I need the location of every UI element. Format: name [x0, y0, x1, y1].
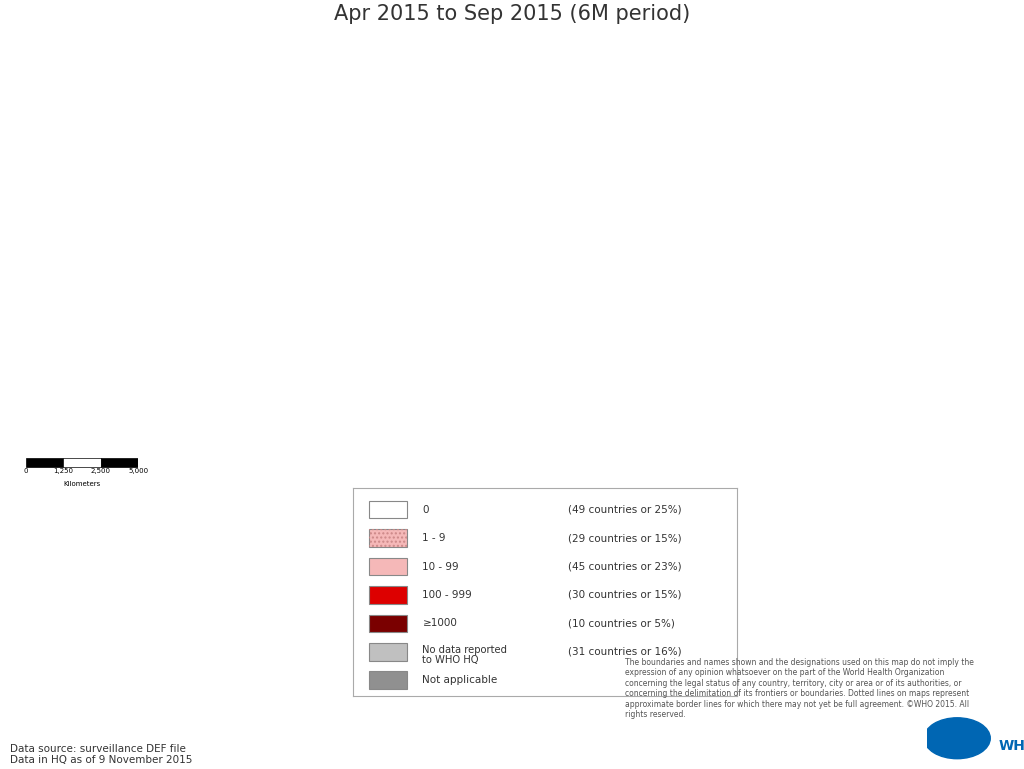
Text: to WHO HQ: to WHO HQ	[422, 655, 479, 665]
Text: 5,000: 5,000	[128, 468, 148, 474]
Text: (30 countries or 15%): (30 countries or 15%)	[568, 590, 682, 600]
Text: The boundaries and names shown and the designations used on this map do not impl: The boundaries and names shown and the d…	[625, 658, 974, 719]
Text: WHO: WHO	[998, 739, 1024, 754]
Bar	[369, 529, 407, 547]
Circle shape	[924, 717, 990, 759]
Text: (10 countries or 5%): (10 countries or 5%)	[568, 618, 675, 628]
Text: Kilometers: Kilometers	[63, 481, 100, 487]
Text: (29 countries or 15%): (29 countries or 15%)	[568, 533, 682, 543]
Text: Data source: surveillance DEF file
Data in HQ as of 9 November 2015: Data source: surveillance DEF file Data …	[10, 744, 193, 765]
Title: Number of Reported Measles Cases with onset date from
Apr 2015 to Sep 2015 (6M p: Number of Reported Measles Cases with on…	[214, 0, 810, 24]
Bar	[369, 529, 407, 547]
Text: (31 countries or 16%): (31 countries or 16%)	[568, 647, 682, 657]
Bar	[369, 586, 407, 604]
Bar	[369, 614, 407, 632]
Text: 1 - 9: 1 - 9	[422, 533, 445, 543]
Text: 100 - 999: 100 - 999	[422, 590, 472, 600]
Text: 10 - 99: 10 - 99	[422, 561, 459, 571]
Text: (45 countries or 23%): (45 countries or 23%)	[568, 561, 682, 571]
Bar	[100, 458, 138, 467]
Bar	[369, 671, 407, 689]
Text: ≥1000: ≥1000	[422, 618, 458, 628]
Text: (49 countries or 25%): (49 countries or 25%)	[568, 504, 682, 514]
Bar	[369, 501, 407, 518]
Text: 2,500: 2,500	[91, 468, 111, 474]
Text: 0: 0	[24, 468, 28, 474]
Text: 1,250: 1,250	[53, 468, 73, 474]
Bar	[63, 458, 100, 467]
Text: No data reported: No data reported	[422, 644, 508, 654]
Text: Not applicable: Not applicable	[422, 675, 498, 685]
Bar	[369, 643, 407, 661]
Bar	[369, 558, 407, 575]
Text: 0: 0	[422, 504, 429, 514]
Bar	[26, 458, 63, 467]
